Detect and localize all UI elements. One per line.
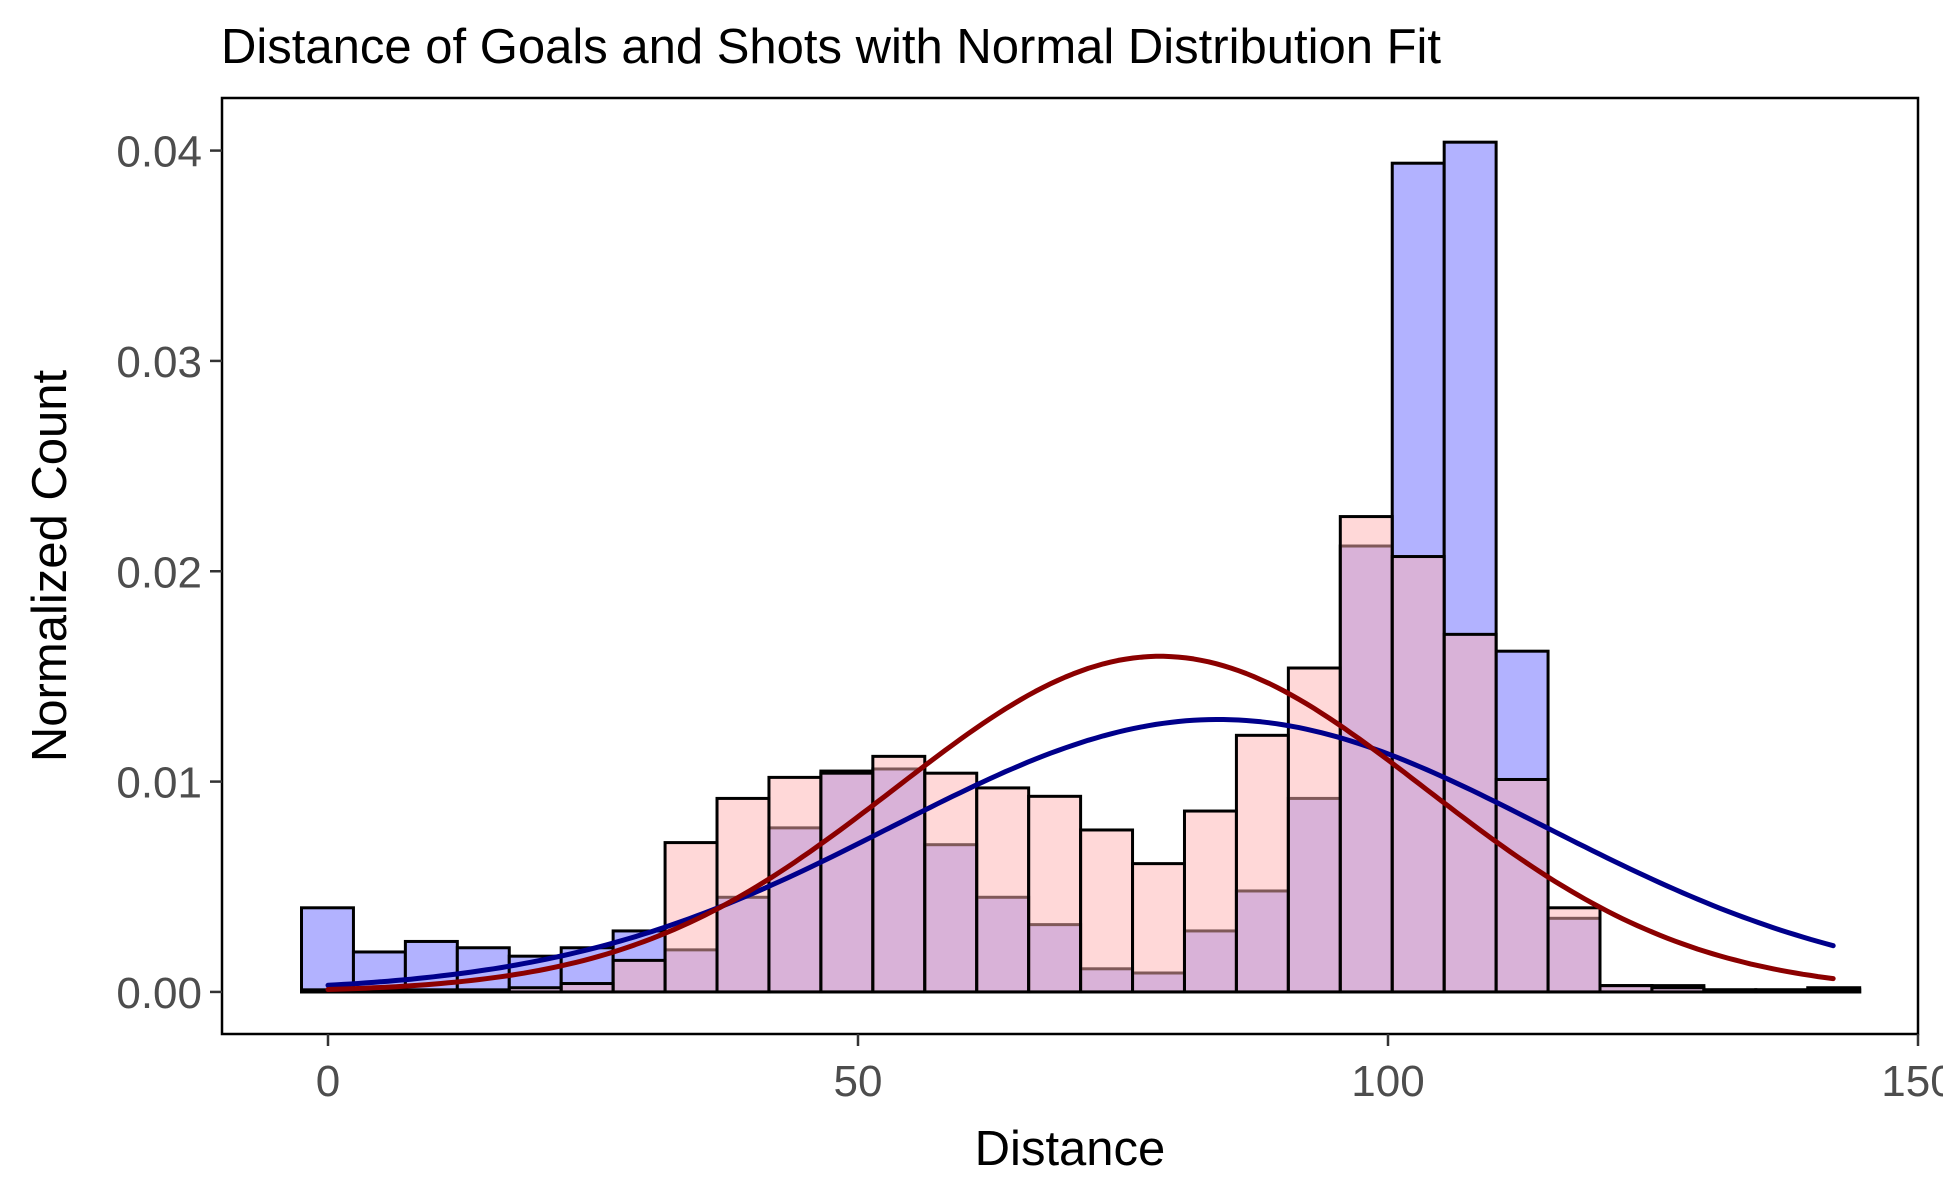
histogram-bar xyxy=(1598,984,1654,994)
histogram-bar xyxy=(559,982,615,994)
histogram-bar xyxy=(871,754,927,994)
histogram-bar xyxy=(1650,986,1706,994)
x-axis: 0 50 100 150 xyxy=(316,1034,1943,1106)
y-tick-label: 0.00 xyxy=(116,969,202,1018)
histogram-bar xyxy=(403,988,459,994)
x-tick-label: 0 xyxy=(316,1057,340,1106)
histogram-bar xyxy=(455,988,511,994)
x-tick-label: 150 xyxy=(1881,1057,1943,1106)
histogram-bar xyxy=(1286,666,1342,994)
y-tick-label: 0.02 xyxy=(116,548,202,597)
histogram-bar xyxy=(611,958,667,994)
histogram-bar xyxy=(1182,809,1238,994)
histogram-bar xyxy=(507,986,563,994)
histogram-bar xyxy=(1702,988,1758,994)
y-tick-label: 0.01 xyxy=(116,759,202,808)
histogram-bar xyxy=(1027,794,1083,994)
histogram-bar xyxy=(1234,733,1290,994)
histogram-bar xyxy=(1494,777,1550,994)
histogram-bar xyxy=(819,771,875,994)
x-axis-title: Distance xyxy=(975,1122,1166,1176)
normal-fit-line xyxy=(325,717,1836,988)
histogram-bar xyxy=(1442,632,1498,994)
histogram-bar xyxy=(1806,988,1862,994)
goals-histogram xyxy=(300,515,1862,994)
plot-border xyxy=(220,96,1920,1036)
histogram-bar xyxy=(1546,906,1602,994)
histogram-bar xyxy=(300,906,355,994)
y-tick-label: 0.03 xyxy=(116,338,202,387)
y-axis: 0.00 0.01 0.02 0.03 0.04 xyxy=(116,128,222,1018)
x-tick-label: 100 xyxy=(1351,1057,1424,1106)
histogram-bar xyxy=(1079,828,1135,994)
histogram-bar xyxy=(1754,988,1810,994)
normal-fit-line xyxy=(325,653,1836,992)
y-tick-label: 0.04 xyxy=(116,128,202,177)
y-axis-title: Normalized Count xyxy=(23,370,77,763)
normal-fit-curves xyxy=(325,653,1836,992)
chart-title: Distance of Goals and Shots with Normal … xyxy=(221,20,1441,74)
histogram-bar xyxy=(1131,862,1186,994)
x-tick-label: 50 xyxy=(834,1057,883,1106)
histogram-bar xyxy=(975,786,1031,994)
